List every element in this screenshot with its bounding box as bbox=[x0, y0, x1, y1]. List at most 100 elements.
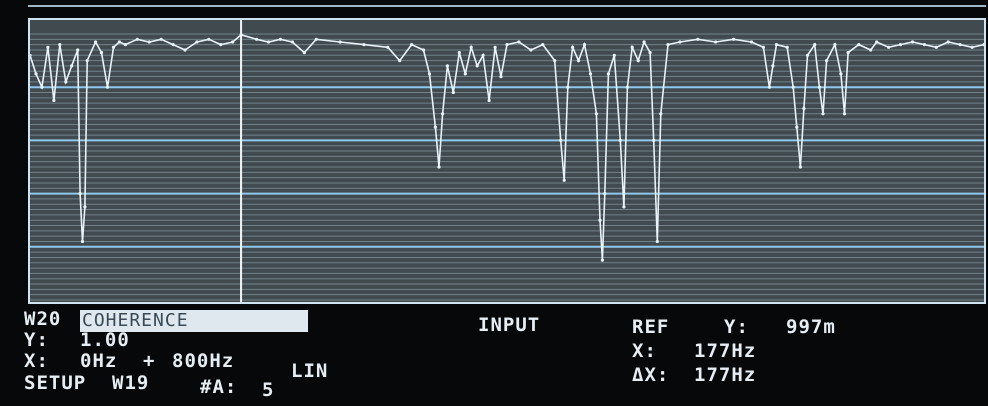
trace-point bbox=[562, 178, 566, 182]
trace-point bbox=[842, 112, 847, 116]
marker-x-value: 177Hz bbox=[694, 340, 757, 362]
setup-window: W19 bbox=[112, 372, 150, 394]
trace-point bbox=[541, 43, 545, 47]
trace-point bbox=[655, 239, 659, 244]
trace-point bbox=[266, 40, 271, 44]
trace-point bbox=[696, 37, 700, 41]
trace-point bbox=[314, 37, 318, 41]
trace-point bbox=[678, 40, 682, 44]
trace-point bbox=[833, 43, 837, 47]
trace-point bbox=[99, 51, 104, 55]
trace-point bbox=[749, 40, 754, 44]
trace-point bbox=[70, 64, 74, 68]
marker-dx-value: 177Hz bbox=[694, 364, 757, 386]
marker-x-label: X: bbox=[632, 340, 657, 362]
x-scale-plus: + bbox=[143, 350, 156, 372]
trace-point bbox=[433, 125, 437, 129]
coherence-trace bbox=[30, 33, 984, 262]
trace-point bbox=[600, 258, 605, 262]
trace-point bbox=[636, 59, 640, 63]
trace-point bbox=[588, 72, 593, 76]
trace-point bbox=[791, 85, 795, 89]
trace-point bbox=[625, 85, 630, 89]
trace-point bbox=[934, 45, 938, 49]
trace-point bbox=[386, 45, 390, 49]
trace-point bbox=[946, 40, 950, 44]
trace-point bbox=[795, 125, 799, 129]
trace-point bbox=[338, 40, 342, 44]
trace-point bbox=[559, 138, 563, 142]
trace-point bbox=[40, 85, 44, 89]
trace-point bbox=[427, 72, 432, 76]
trace-point bbox=[85, 59, 89, 63]
coherence-plot bbox=[28, 18, 986, 304]
trace-point bbox=[78, 192, 82, 196]
average-count: 5 bbox=[262, 379, 275, 401]
trace-point bbox=[630, 45, 634, 49]
trace-point bbox=[598, 218, 602, 222]
window-id: W20 bbox=[24, 308, 62, 330]
x-scale-span: 800Hz bbox=[172, 350, 235, 372]
trace-point bbox=[362, 43, 366, 47]
trace-point bbox=[825, 59, 829, 63]
trace-point bbox=[970, 45, 974, 49]
trace-point bbox=[171, 43, 175, 47]
trace-point bbox=[887, 45, 891, 49]
trace-point bbox=[105, 85, 110, 89]
trace-point bbox=[817, 85, 822, 89]
trace-point bbox=[159, 37, 163, 41]
trace-point bbox=[529, 48, 533, 52]
trace-point bbox=[839, 72, 843, 76]
trace-point bbox=[457, 51, 461, 55]
coherence-trace-line bbox=[30, 33, 984, 261]
trace-point bbox=[123, 43, 127, 47]
minor-grid bbox=[30, 33, 984, 301]
trace-point bbox=[183, 48, 187, 52]
trace-point bbox=[302, 51, 306, 55]
trace-point bbox=[576, 59, 581, 63]
trace-point bbox=[487, 98, 491, 103]
trace-point bbox=[922, 43, 927, 47]
marker-y-label: Y: bbox=[724, 316, 749, 338]
trace-point bbox=[445, 64, 449, 68]
y-scale-value: 1.00 bbox=[80, 329, 130, 351]
trace-point bbox=[255, 37, 259, 41]
trace-point bbox=[603, 192, 607, 196]
trace-point bbox=[493, 45, 497, 49]
trace-point bbox=[582, 43, 587, 47]
trace-point bbox=[219, 43, 223, 47]
trace-point bbox=[648, 51, 652, 55]
trace-point bbox=[875, 40, 879, 44]
trace-point bbox=[410, 43, 414, 47]
trace-point bbox=[76, 48, 80, 52]
trace-point bbox=[421, 48, 426, 52]
x-scale-label: X: bbox=[24, 350, 49, 372]
trace-point bbox=[566, 85, 570, 89]
trace-point bbox=[798, 165, 803, 169]
x-scale-mode: LIN bbox=[291, 360, 329, 382]
setup-label: SETUP bbox=[24, 372, 87, 394]
top-rule bbox=[28, 5, 986, 7]
trace-point bbox=[869, 48, 873, 52]
trace-point bbox=[761, 45, 766, 49]
trace-point bbox=[231, 40, 235, 44]
trace-point bbox=[846, 51, 850, 55]
trace-point bbox=[30, 53, 32, 57]
x-scale-start: 0Hz bbox=[80, 350, 118, 372]
trace-point bbox=[517, 40, 521, 44]
trace-point bbox=[481, 53, 485, 57]
trace-point bbox=[910, 40, 915, 44]
trace-point bbox=[80, 239, 85, 244]
marker-dx-label: ΔX: bbox=[632, 364, 670, 386]
trace-point bbox=[594, 112, 599, 116]
trace-point bbox=[659, 112, 663, 116]
trace-point bbox=[821, 112, 825, 116]
trace-point bbox=[469, 45, 473, 49]
trace-point bbox=[898, 43, 903, 47]
trace-point bbox=[857, 43, 861, 47]
measurement-title: COHERENCE bbox=[80, 310, 308, 332]
marker-y-value: 997m bbox=[786, 316, 836, 338]
y-scale-label: Y: bbox=[24, 329, 49, 351]
trace-point bbox=[451, 90, 455, 95]
